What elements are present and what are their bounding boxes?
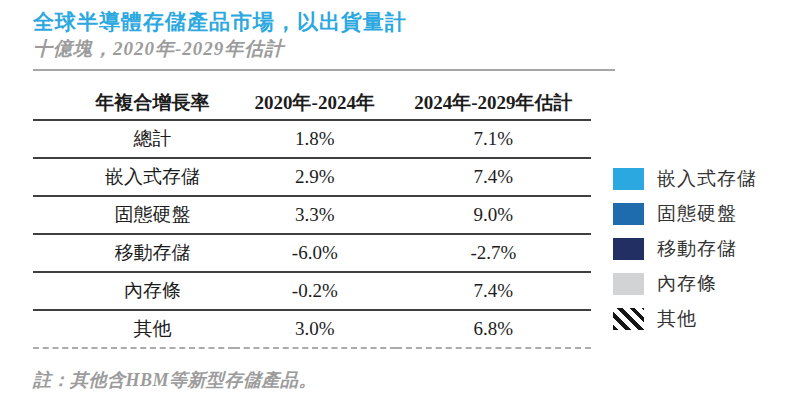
table-row-memory-module: 內存條 -0.2% 7.4% <box>33 272 591 310</box>
footnote: 註：其他含HBM等新型存儲產品。 <box>33 368 317 392</box>
legend: 嵌入式存儲 固態硬盤 移動存儲 內存條 其他 <box>613 168 757 343</box>
page-subtitle: 十億塊，2020年-2029年估計 <box>33 36 284 62</box>
row-value-2020-2024: 2.9% <box>234 158 396 196</box>
legend-label: 嵌入式存儲 <box>657 166 757 192</box>
table-row-embedded-storage: 嵌入式存儲 2.9% 7.4% <box>33 158 591 196</box>
legend-item-ssd: 固態硬盤 <box>613 203 757 225</box>
table-row-ssd: 固態硬盤 3.3% 9.0% <box>33 196 591 234</box>
legend-swatch-embedded-storage <box>613 168 644 190</box>
row-label: 其他 <box>33 310 234 348</box>
table-header-row: 年複合增長率 2020年-2024年 2024年-2029年估計 <box>33 86 591 120</box>
column-header-2024-2029: 2024年-2029年估計 <box>396 86 591 120</box>
row-value-2020-2024: 3.0% <box>234 310 396 348</box>
legend-label: 其他 <box>657 306 697 332</box>
legend-item-mobile-storage: 移動存儲 <box>613 238 757 260</box>
cagr-table: 年複合增長率 2020年-2024年 2024年-2029年估計 總計 1.8%… <box>33 86 591 349</box>
page-title: 全球半導體存儲產品市場，以出貨量計 <box>33 8 407 36</box>
row-value-2020-2024: -6.0% <box>234 234 396 272</box>
legend-swatch-others-stripes <box>613 308 644 330</box>
row-value-2020-2024: 3.3% <box>234 196 396 234</box>
table-row-total: 總計 1.8% 7.1% <box>33 120 591 158</box>
row-value-2024-2029: 7.1% <box>396 120 591 158</box>
figure-canvas: 全球半導體存儲產品市場，以出貨量計 十億塊，2020年-2029年估計 年複合增… <box>0 0 800 403</box>
row-value-2020-2024: -0.2% <box>234 272 396 310</box>
table-row-mobile-storage: 移動存儲 -6.0% -2.7% <box>33 234 591 272</box>
legend-swatch-memory-module <box>613 273 644 295</box>
row-label: 固態硬盤 <box>33 196 234 234</box>
column-header-2020-2024: 2020年-2024年 <box>234 86 396 120</box>
row-value-2024-2029: 6.8% <box>396 310 591 348</box>
legend-item-memory-module: 內存條 <box>613 273 757 295</box>
row-value-2024-2029: 7.4% <box>396 158 591 196</box>
row-label: 嵌入式存儲 <box>33 158 234 196</box>
legend-label: 移動存儲 <box>657 236 737 262</box>
column-header-metric: 年複合增長率 <box>33 86 234 120</box>
row-label: 移動存儲 <box>33 234 234 272</box>
row-label: 內存條 <box>33 272 234 310</box>
row-value-2020-2024: 1.8% <box>234 120 396 158</box>
legend-item-embedded-storage: 嵌入式存儲 <box>613 168 757 190</box>
legend-label: 內存條 <box>657 271 717 297</box>
legend-label: 固態硬盤 <box>657 201 737 227</box>
table-row-others: 其他 3.0% 6.8% <box>33 310 591 348</box>
legend-swatch-mobile-storage <box>613 238 644 260</box>
legend-swatch-ssd <box>613 203 644 225</box>
row-value-2024-2029: 7.4% <box>396 272 591 310</box>
row-label: 總計 <box>33 120 234 158</box>
legend-item-others: 其他 <box>613 308 757 330</box>
row-value-2024-2029: -2.7% <box>396 234 591 272</box>
row-value-2024-2029: 9.0% <box>396 196 591 234</box>
header-divider <box>33 69 615 71</box>
